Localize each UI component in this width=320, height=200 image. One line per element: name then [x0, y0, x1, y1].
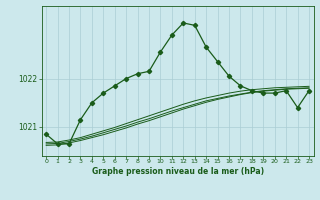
X-axis label: Graphe pression niveau de la mer (hPa): Graphe pression niveau de la mer (hPa) [92, 167, 264, 176]
